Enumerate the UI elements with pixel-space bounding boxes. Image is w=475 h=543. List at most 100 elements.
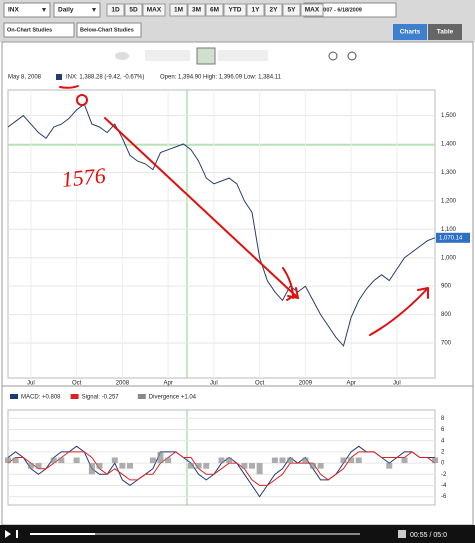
symbol-box[interactable] (3, 2, 51, 18)
bar (73, 457, 80, 464)
bar (432, 457, 438, 464)
bar (157, 451, 164, 464)
legend-series: INX: 1,388.28 (-9.42, -0.67%) (66, 75, 144, 81)
x-tick-label: 2009 (299, 381, 313, 387)
last-price-badge (436, 232, 470, 243)
range-button[interactable] (169, 3, 188, 17)
legend-ohlc: Open: 1,394.90 High: 1,396.09 Low: 1,384… (160, 75, 282, 81)
studies-box[interactable] (3, 22, 75, 38)
range-button[interactable] (223, 3, 247, 17)
bar (279, 457, 286, 464)
range-button[interactable] (205, 3, 224, 17)
y-tick-label: -2 (441, 472, 447, 478)
bar (88, 463, 95, 475)
x-tick-label: Apr (346, 381, 355, 387)
period-box[interactable] (53, 2, 101, 18)
caret (42, 8, 46, 12)
bar (348, 457, 355, 464)
legend-label: Divergence +1.04 (149, 395, 197, 401)
legend-label: MACD: +0.808 (21, 395, 61, 401)
y-tick-label: 2 (441, 449, 445, 455)
marks: 1D 5D MAX 1M 3M 6M YTD 1Y 2Y 5Y MAX 1,500 1,400 1,300… (5, 3, 470, 506)
icon[interactable] (328, 51, 338, 61)
annotation: 1576 (60, 163, 106, 192)
studies: Below-Chart Studies (80, 27, 134, 33)
bar (386, 463, 393, 469)
y-tick-label: 800 (441, 312, 452, 318)
bar (310, 463, 316, 469)
range-button[interactable] (187, 3, 206, 17)
bar (218, 457, 225, 464)
studies-box[interactable] (76, 22, 142, 38)
icon[interactable] (196, 47, 216, 65)
tab-table[interactable] (428, 24, 462, 40)
tab-label: Table (437, 29, 454, 36)
legend-swatch (137, 394, 146, 399)
bar (149, 457, 156, 464)
x-tick-label: Jul (27, 381, 35, 387)
icon[interactable] (145, 50, 190, 61)
icon[interactable] (347, 51, 357, 61)
bar (12, 457, 19, 464)
bar (50, 457, 57, 464)
studies: On-Chart Studies (7, 27, 52, 33)
y-tick-label: -6 (441, 494, 447, 500)
scribble (76, 94, 88, 106)
legend-swatch (70, 394, 79, 399)
icon[interactable] (218, 50, 268, 61)
legend-swatch (56, 74, 62, 80)
bar (401, 457, 408, 464)
volume-icon[interactable] (398, 530, 406, 538)
y-tick-label: 1,400 (441, 142, 457, 148)
arrow (104, 117, 299, 299)
series-line (7, 451, 436, 486)
legend-label: Signal: -0.257 (82, 395, 120, 401)
date-range: 5/17/2007 - 6/18/2009 (308, 7, 362, 13)
series-line (7, 103, 436, 347)
bar (256, 463, 263, 475)
symbol: INX (8, 7, 20, 14)
arrow (369, 287, 429, 336)
range-button[interactable] (282, 3, 301, 17)
range-button[interactable] (246, 3, 265, 17)
annotations (59, 85, 429, 336)
bar (355, 457, 362, 464)
range-button[interactable] (106, 3, 125, 17)
bar (302, 457, 309, 464)
player-time: 00:55 / 05:0 (410, 532, 447, 539)
bar (188, 463, 194, 469)
y-tick-label: 4 (441, 438, 445, 444)
x-tick-label: Apr (163, 381, 172, 387)
range-button[interactable] (264, 3, 283, 17)
scribble (59, 85, 79, 89)
range-button[interactable] (300, 3, 324, 17)
tab-charts[interactable] (393, 24, 427, 40)
icon[interactable] (115, 52, 129, 60)
series-line (7, 445, 435, 498)
play-button[interactable] (5, 530, 11, 538)
tool-icons (115, 47, 357, 65)
pause-icon[interactable] (16, 530, 18, 538)
bar (119, 463, 126, 469)
y-tick-label: 1,300 (441, 170, 457, 176)
range-button[interactable] (124, 3, 143, 17)
x-tick-label: Oct (72, 381, 82, 387)
bar (271, 457, 278, 464)
range-label: MAX (305, 7, 320, 14)
range-label: YTD (229, 7, 242, 14)
chart-frame (1, 41, 474, 526)
range-label: 3M (192, 7, 201, 14)
bar (317, 463, 324, 469)
tab-label: Charts (400, 29, 421, 36)
legend-swatch (10, 394, 18, 399)
range-label: 6M (210, 7, 219, 14)
y-tick-label: 8 (441, 416, 445, 422)
bar (195, 463, 202, 469)
x-tick-label: 2008 (116, 381, 130, 387)
y-tick-label: -4 (441, 483, 447, 489)
bar (249, 463, 255, 469)
range-button[interactable] (142, 3, 166, 17)
range-label: 1D (111, 7, 120, 14)
